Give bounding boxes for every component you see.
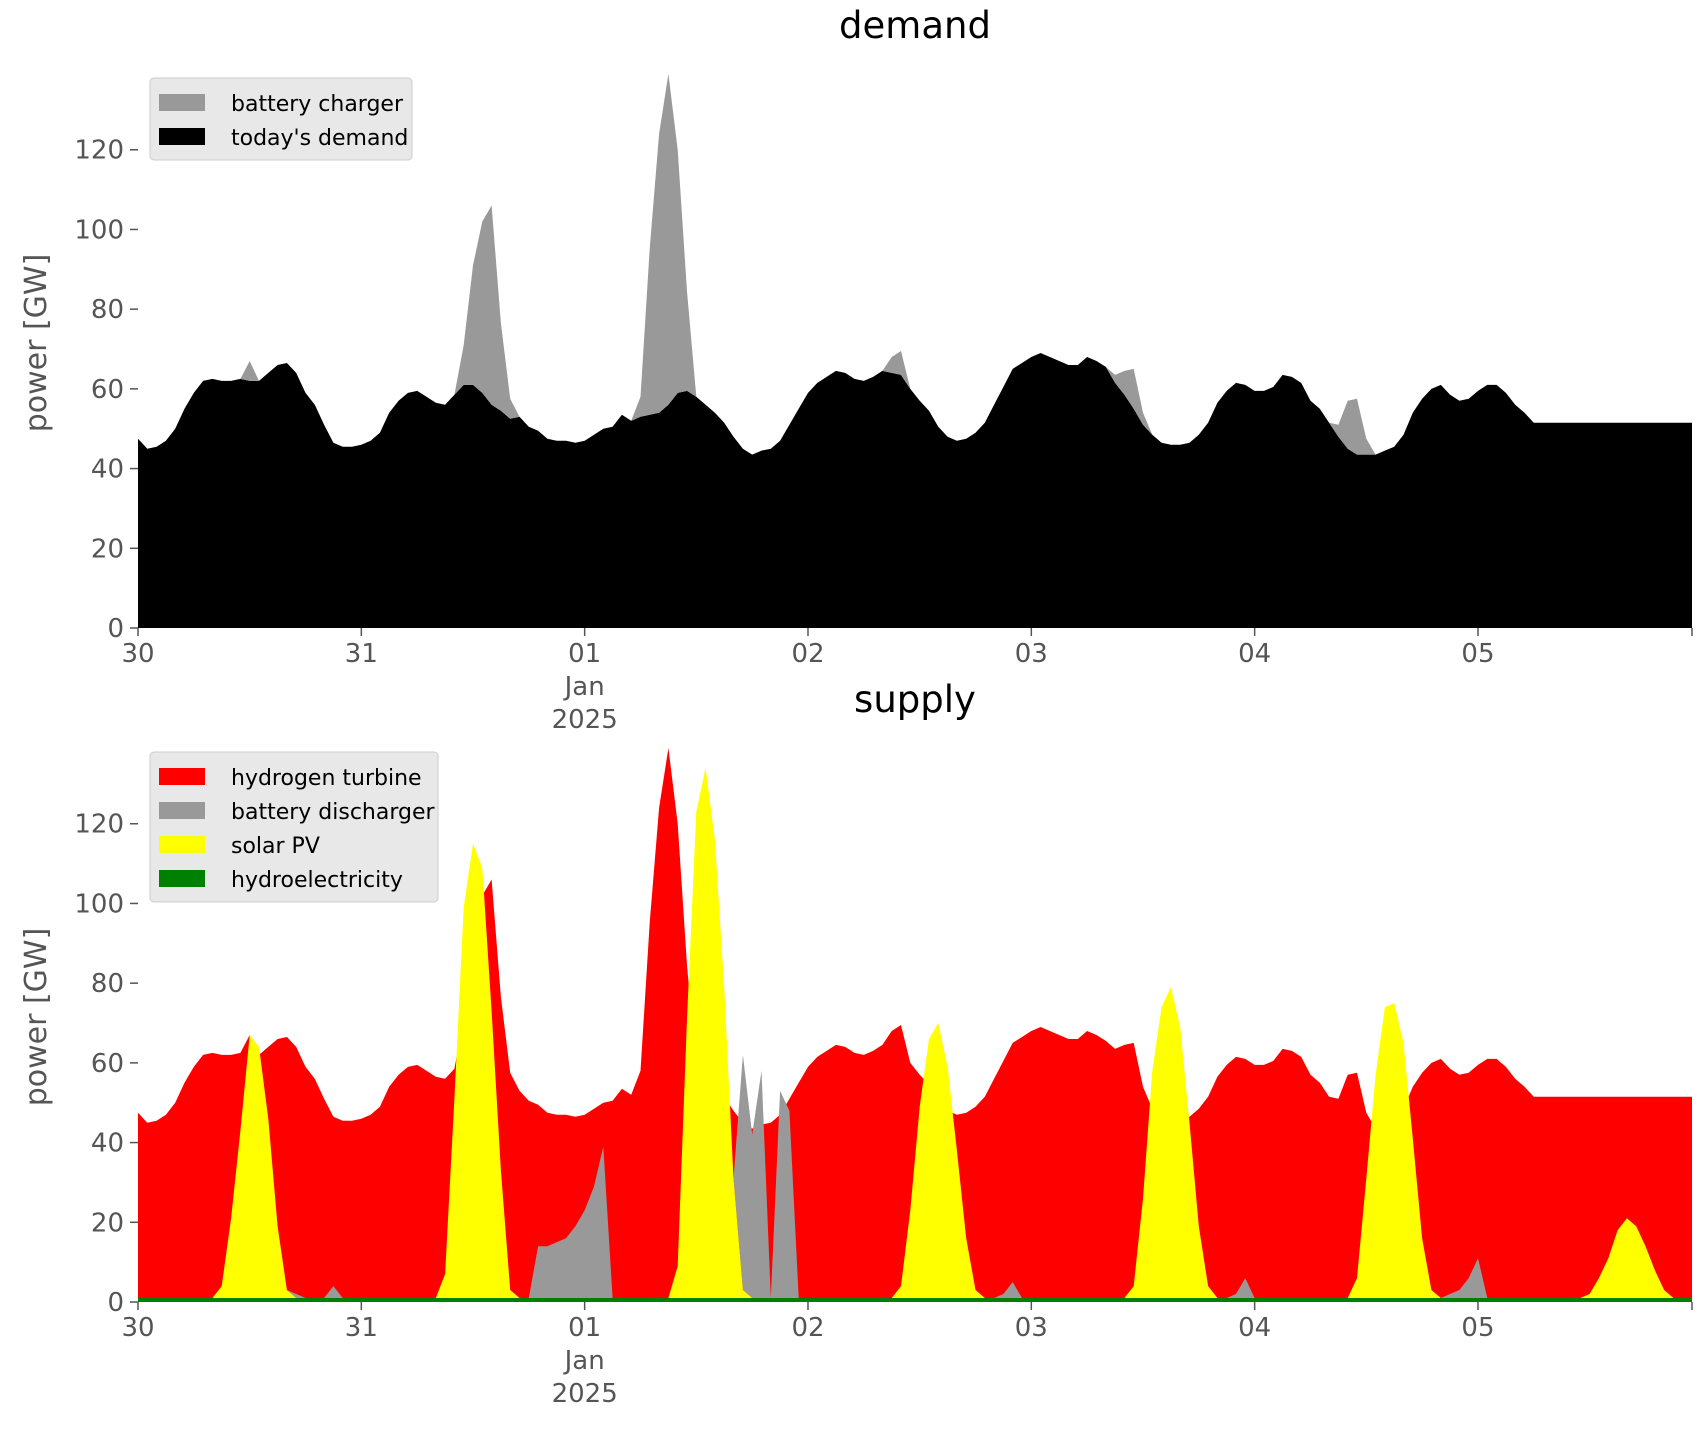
area-hydroelectricity [138,1298,1692,1302]
x-tick-label: 04 [1238,1313,1271,1343]
legend-label-today-s-demand: today's demand [231,126,408,151]
x-tick-label: 02 [791,1313,824,1343]
area-today-s-demand [138,353,1692,628]
x-tick-label: 02 [791,639,824,669]
area-hydrogen-turbine [138,748,1692,1302]
x-tick-label: 05 [1461,1313,1494,1343]
y-tick-label: 20 [91,1208,124,1238]
legend-label-solar-pv: solar PV [231,834,320,859]
x-tick-label: 05 [1461,639,1494,669]
x-tick-label: 03 [1015,1313,1048,1343]
y-axis-label: power [GW] [19,928,54,1107]
y-tick-label: 80 [91,295,124,325]
legend: battery charger today's demand [149,77,413,161]
area-solar-pv [138,767,1692,1298]
y-tick-label: 0 [107,614,124,644]
x-tick-label: 30 [121,639,154,669]
y-axis-label: power [GW] [19,254,54,433]
legend-label-hydrogen-turbine: hydrogen turbine [231,766,422,791]
x-tick-sublabel: 2025 [552,1379,618,1409]
y-tick-label: 120 [74,810,124,840]
y-tick-label: 120 [74,136,124,166]
legend-box [149,77,413,161]
subplot-title: demand [839,4,991,47]
y-tick-label: 100 [74,889,124,919]
y-tick-label: 20 [91,534,124,564]
x-tick-sublabel: Jan [563,672,605,702]
legend-label-battery-discharger: battery discharger [231,800,436,825]
x-tick-label: 31 [345,639,378,669]
x-tick-label: 01 [568,1313,601,1343]
x-tick-sublabel: 2025 [552,705,618,735]
legend: hydrogen turbine battery discharger solar … [149,751,439,903]
legend-swatch-solar-pv [159,836,205,853]
y-tick-label: 0 [107,1288,124,1318]
x-tick-sublabel: Jan [563,1346,605,1376]
y-tick-label: 80 [91,969,124,999]
legend-swatch-hydrogen-turbine [159,768,205,785]
legend-swatch-battery-charger [159,94,205,111]
y-tick-label: 100 [74,215,124,245]
legend-label-battery-charger: battery charger [231,92,404,117]
legend-label-hydroelectricity: hydroelectricity [231,868,403,893]
y-tick-label: 40 [91,1129,124,1159]
legend-box [149,751,439,903]
y-tick-label: 60 [91,375,124,405]
x-tick-label: 03 [1015,639,1048,669]
legend-swatch-today-s-demand [159,128,205,145]
x-tick-label: 31 [345,1313,378,1343]
x-tick-label: 04 [1238,639,1271,669]
x-tick-label: 30 [121,1313,154,1343]
legend-swatch-hydroelectricity [159,870,205,887]
y-tick-label: 40 [91,455,124,485]
legend-swatch-battery-discharger [159,802,205,819]
x-tick-label: 01 [568,639,601,669]
subplot-title: supply [854,678,976,721]
y-tick-label: 60 [91,1049,124,1079]
